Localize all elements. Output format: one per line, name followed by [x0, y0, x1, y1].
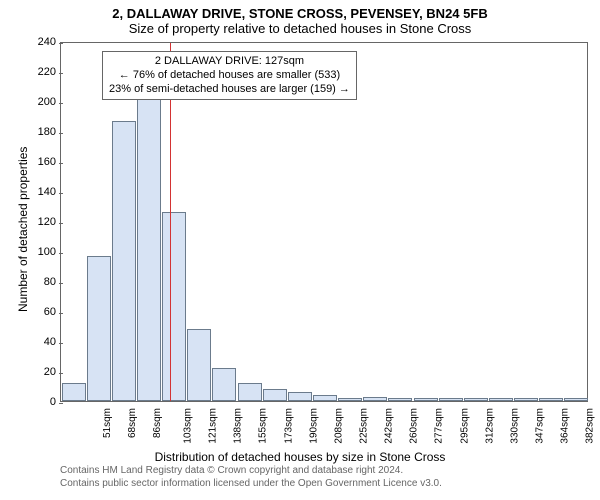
x-tick: 138sqm: [233, 408, 244, 444]
histogram-bar: [187, 329, 211, 401]
histogram-bar: [363, 397, 387, 402]
x-tick: 225sqm: [359, 408, 370, 444]
histogram-bar: [489, 398, 513, 401]
x-tick: 208sqm: [333, 408, 344, 444]
annot-line: ← 76% of detached houses are smaller (53…: [109, 69, 350, 83]
histogram-bar: [62, 383, 86, 401]
histogram-bar: [564, 398, 588, 401]
x-tick: 103sqm: [183, 408, 194, 444]
x-tick: 51sqm: [102, 408, 113, 438]
histogram-bar: [263, 389, 287, 401]
histogram-bar: [313, 395, 337, 401]
x-tick: 312sqm: [484, 408, 495, 444]
page-subtitle: Size of property relative to detached ho…: [0, 21, 600, 40]
annot-line: 2 DALLAWAY DRIVE: 127sqm: [109, 55, 350, 69]
y-tick: 60: [0, 312, 58, 313]
histogram-bar: [238, 383, 262, 401]
x-tick: 382sqm: [585, 408, 596, 444]
histogram-bar: [439, 398, 463, 401]
y-tick: 40: [0, 342, 58, 343]
histogram-bar: [414, 398, 438, 401]
annot-line: 23% of semi-detached houses are larger (…: [109, 83, 350, 97]
y-tick: 0: [0, 402, 58, 403]
y-tick: 120: [0, 222, 58, 223]
x-axis-label: Distribution of detached houses by size …: [0, 450, 600, 464]
y-tick: 140: [0, 192, 58, 193]
y-tick: 220: [0, 72, 58, 73]
y-axis-label: Number of detached properties: [16, 147, 30, 312]
histogram-bar: [514, 398, 538, 401]
histogram-bar: [162, 212, 186, 401]
x-tick: 242sqm: [384, 408, 395, 444]
y-tick: 240: [0, 42, 58, 43]
histogram-bar: [112, 121, 136, 402]
x-tick: 295sqm: [459, 408, 470, 444]
footer-attribution: Contains HM Land Registry data © Crown c…: [60, 465, 442, 490]
y-tick: 160: [0, 162, 58, 163]
annotation-box: 2 DALLAWAY DRIVE: 127sqm← 76% of detache…: [102, 51, 357, 100]
page-title: 2, DALLAWAY DRIVE, STONE CROSS, PEVENSEY…: [0, 0, 600, 21]
footer-line: Contains HM Land Registry data © Crown c…: [60, 465, 442, 478]
x-tick: 155sqm: [258, 408, 269, 444]
x-tick: 86sqm: [152, 408, 163, 438]
y-tick: 200: [0, 102, 58, 103]
x-tick: 364sqm: [560, 408, 571, 444]
x-tick: 173sqm: [283, 408, 294, 444]
histogram-bar: [388, 398, 412, 401]
y-tick: 80: [0, 282, 58, 283]
histogram-bar: [87, 256, 111, 402]
x-tick: 277sqm: [434, 408, 445, 444]
histogram-bar: [464, 398, 488, 401]
histogram-bar: [212, 368, 236, 401]
histogram-bar: [288, 392, 312, 401]
histogram-bar: [539, 398, 563, 401]
footer-line: Contains public sector information licen…: [60, 478, 442, 491]
x-tick: 347sqm: [535, 408, 546, 444]
y-tick: 100: [0, 252, 58, 253]
x-tick: 260sqm: [409, 408, 420, 444]
x-tick: 330sqm: [509, 408, 520, 444]
x-tick: 68sqm: [127, 408, 138, 438]
x-tick: 190sqm: [308, 408, 319, 444]
y-tick: 180: [0, 132, 58, 133]
histogram-bar: [338, 398, 362, 401]
x-tick: 121sqm: [208, 408, 219, 444]
y-tick: 20: [0, 372, 58, 373]
histogram-bar: [137, 74, 161, 401]
